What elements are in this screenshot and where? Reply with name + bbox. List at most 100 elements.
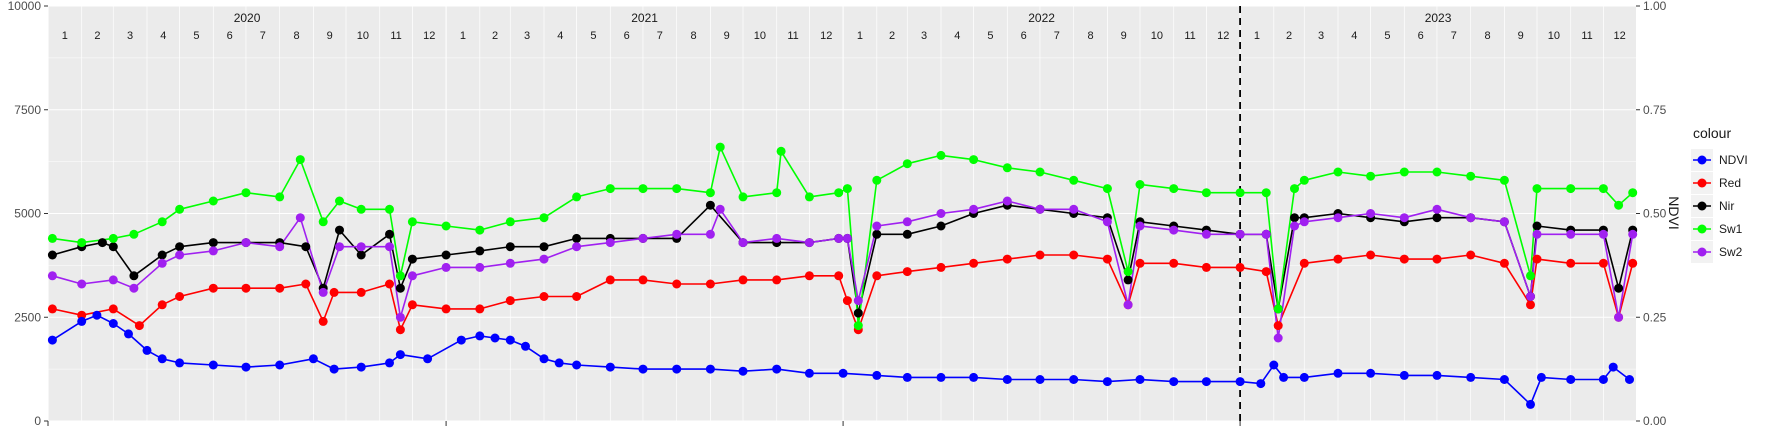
point-red [475,304,485,314]
point-sw1 [772,188,782,198]
point-nir [175,242,185,252]
point-ndvi [1366,368,1376,378]
point-sw1 [1526,271,1535,281]
point-sw2 [129,283,139,293]
point-red [385,279,394,289]
point-ndvi [275,360,285,370]
point-sw2 [295,213,305,223]
point-nir [1614,283,1624,293]
point-sw2 [1333,213,1343,223]
month-label: 5 [987,30,993,42]
point-sw2 [77,279,87,289]
point-ndvi [1598,375,1608,384]
point-ndvi [142,345,152,355]
point-red [672,279,682,289]
point-ndvi [92,310,102,320]
point-sw1 [936,150,946,160]
point-sw1 [175,204,185,214]
point-red [505,296,515,306]
point-ndvi [1135,375,1145,384]
month-label: 5 [1384,30,1390,42]
point-sw2 [1201,229,1211,239]
point-nir [936,221,946,231]
month-label: 9 [327,30,333,42]
point-ndvi [1399,370,1409,380]
point-sw2 [1432,204,1442,214]
point-red [804,271,814,281]
point-sw2 [1035,204,1045,214]
y-tick-label: 2500 [14,310,41,324]
point-red [1169,258,1179,268]
point-red [936,262,946,272]
point-ndvi [554,358,564,368]
point-ndvi [902,372,912,382]
point-red [842,296,852,306]
point-sw2 [407,271,417,281]
point-sw1 [715,142,725,152]
point-sw1 [842,184,852,194]
month-label: 7 [260,30,266,42]
point-ndvi [175,358,185,368]
point-ndvi [356,362,366,372]
point-ndvi [108,319,118,328]
month-label: 12 [1217,30,1229,42]
point-ndvi [1069,375,1079,384]
legend-key-point [1697,247,1707,257]
point-sw1 [208,196,218,206]
point-sw2 [1169,225,1179,235]
month-label: 6 [1418,30,1424,42]
point-sw2 [1135,221,1145,231]
point-ndvi [1625,375,1634,384]
legend: colour NDVI Red Nir Sw1 Sw2 [1691,125,1748,263]
point-red [638,275,648,285]
point-sw2 [335,242,344,252]
legend-title: colour [1693,125,1731,141]
point-sw1 [1499,175,1509,185]
point-sw2 [1526,292,1535,301]
point-nir [208,238,218,248]
point-sw1 [1628,188,1638,198]
legend-label-ndvi: NDVI [1719,153,1748,167]
legend-label-sw2: Sw2 [1719,245,1743,259]
point-ndvi [1002,375,1012,384]
month-label: 11 [1184,30,1195,42]
point-sw2 [705,229,715,239]
point-sw2 [241,238,251,248]
year-label: 2023 [1425,11,1452,25]
month-label: 12 [1614,30,1626,42]
month-label: 12 [820,30,832,42]
point-ndvi [705,364,715,374]
point-red [539,292,549,301]
point-sw1 [1333,167,1343,177]
month-label: 12 [423,30,435,42]
point-sw2 [1628,229,1638,239]
point-ndvi [1169,377,1179,387]
point-sw2 [1290,221,1299,231]
point-sw1 [1069,175,1079,185]
point-ndvi [423,354,433,364]
point-red [1333,254,1343,264]
point-ndvi [456,335,466,345]
point-sw1 [1201,188,1211,198]
y-tick-label: 0 [34,414,41,428]
point-sw1 [108,233,118,243]
point-red [1466,250,1476,260]
point-sw2 [1299,217,1309,227]
point-sw2 [1399,213,1409,223]
month-label: 4 [954,30,960,42]
point-sw1 [1290,184,1299,194]
point-ndvi [490,333,500,343]
point-ndvi [385,358,394,368]
point-sw2 [1123,300,1133,310]
point-ndvi [1466,372,1476,382]
point-red [1235,262,1245,272]
point-sw2 [275,242,285,252]
month-label: 2 [492,30,498,42]
point-red [1273,321,1283,331]
point-nir [572,233,582,243]
point-red [902,267,912,277]
month-label: 11 [1581,30,1592,42]
point-red [441,304,451,314]
month-label: 8 [1087,30,1093,42]
point-red [1598,258,1608,268]
